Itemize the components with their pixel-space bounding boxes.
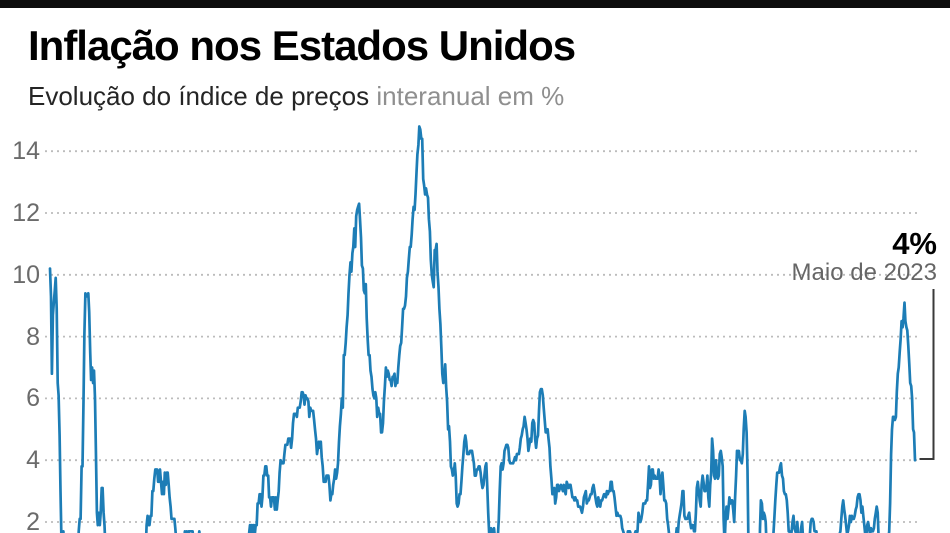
y-axis-tick-label: 2 [26, 508, 40, 533]
y-axis-tick-label: 14 [12, 137, 40, 165]
top-divider-bar [0, 0, 950, 8]
gridlines [45, 150, 917, 523]
chart-subtitle-note-text: interanual em % [376, 81, 565, 111]
y-axis-tick-label: 6 [26, 384, 40, 412]
inflation-series-line [48, 125, 917, 533]
last-point-annotation: 4% Maio de 2023 [792, 228, 937, 286]
last-point-pointer-line [919, 289, 935, 460]
chart-title: Inflação nos Estados Unidos [28, 22, 576, 69]
last-point-date-label: Maio de 2023 [791, 259, 937, 286]
y-axis-tick-label: 8 [26, 323, 40, 351]
chart-subtitle-main: Evolução do índice de preços [28, 81, 370, 111]
y-axis-tick-label: 4 [26, 446, 40, 474]
y-axis-tick-label: 12 [12, 199, 40, 227]
chart-subtitle: Evolução do índice de preços interanual … [28, 81, 564, 111]
y-axis-tick-label: 10 [12, 261, 40, 289]
last-point-value-label: 4% [892, 226, 937, 261]
